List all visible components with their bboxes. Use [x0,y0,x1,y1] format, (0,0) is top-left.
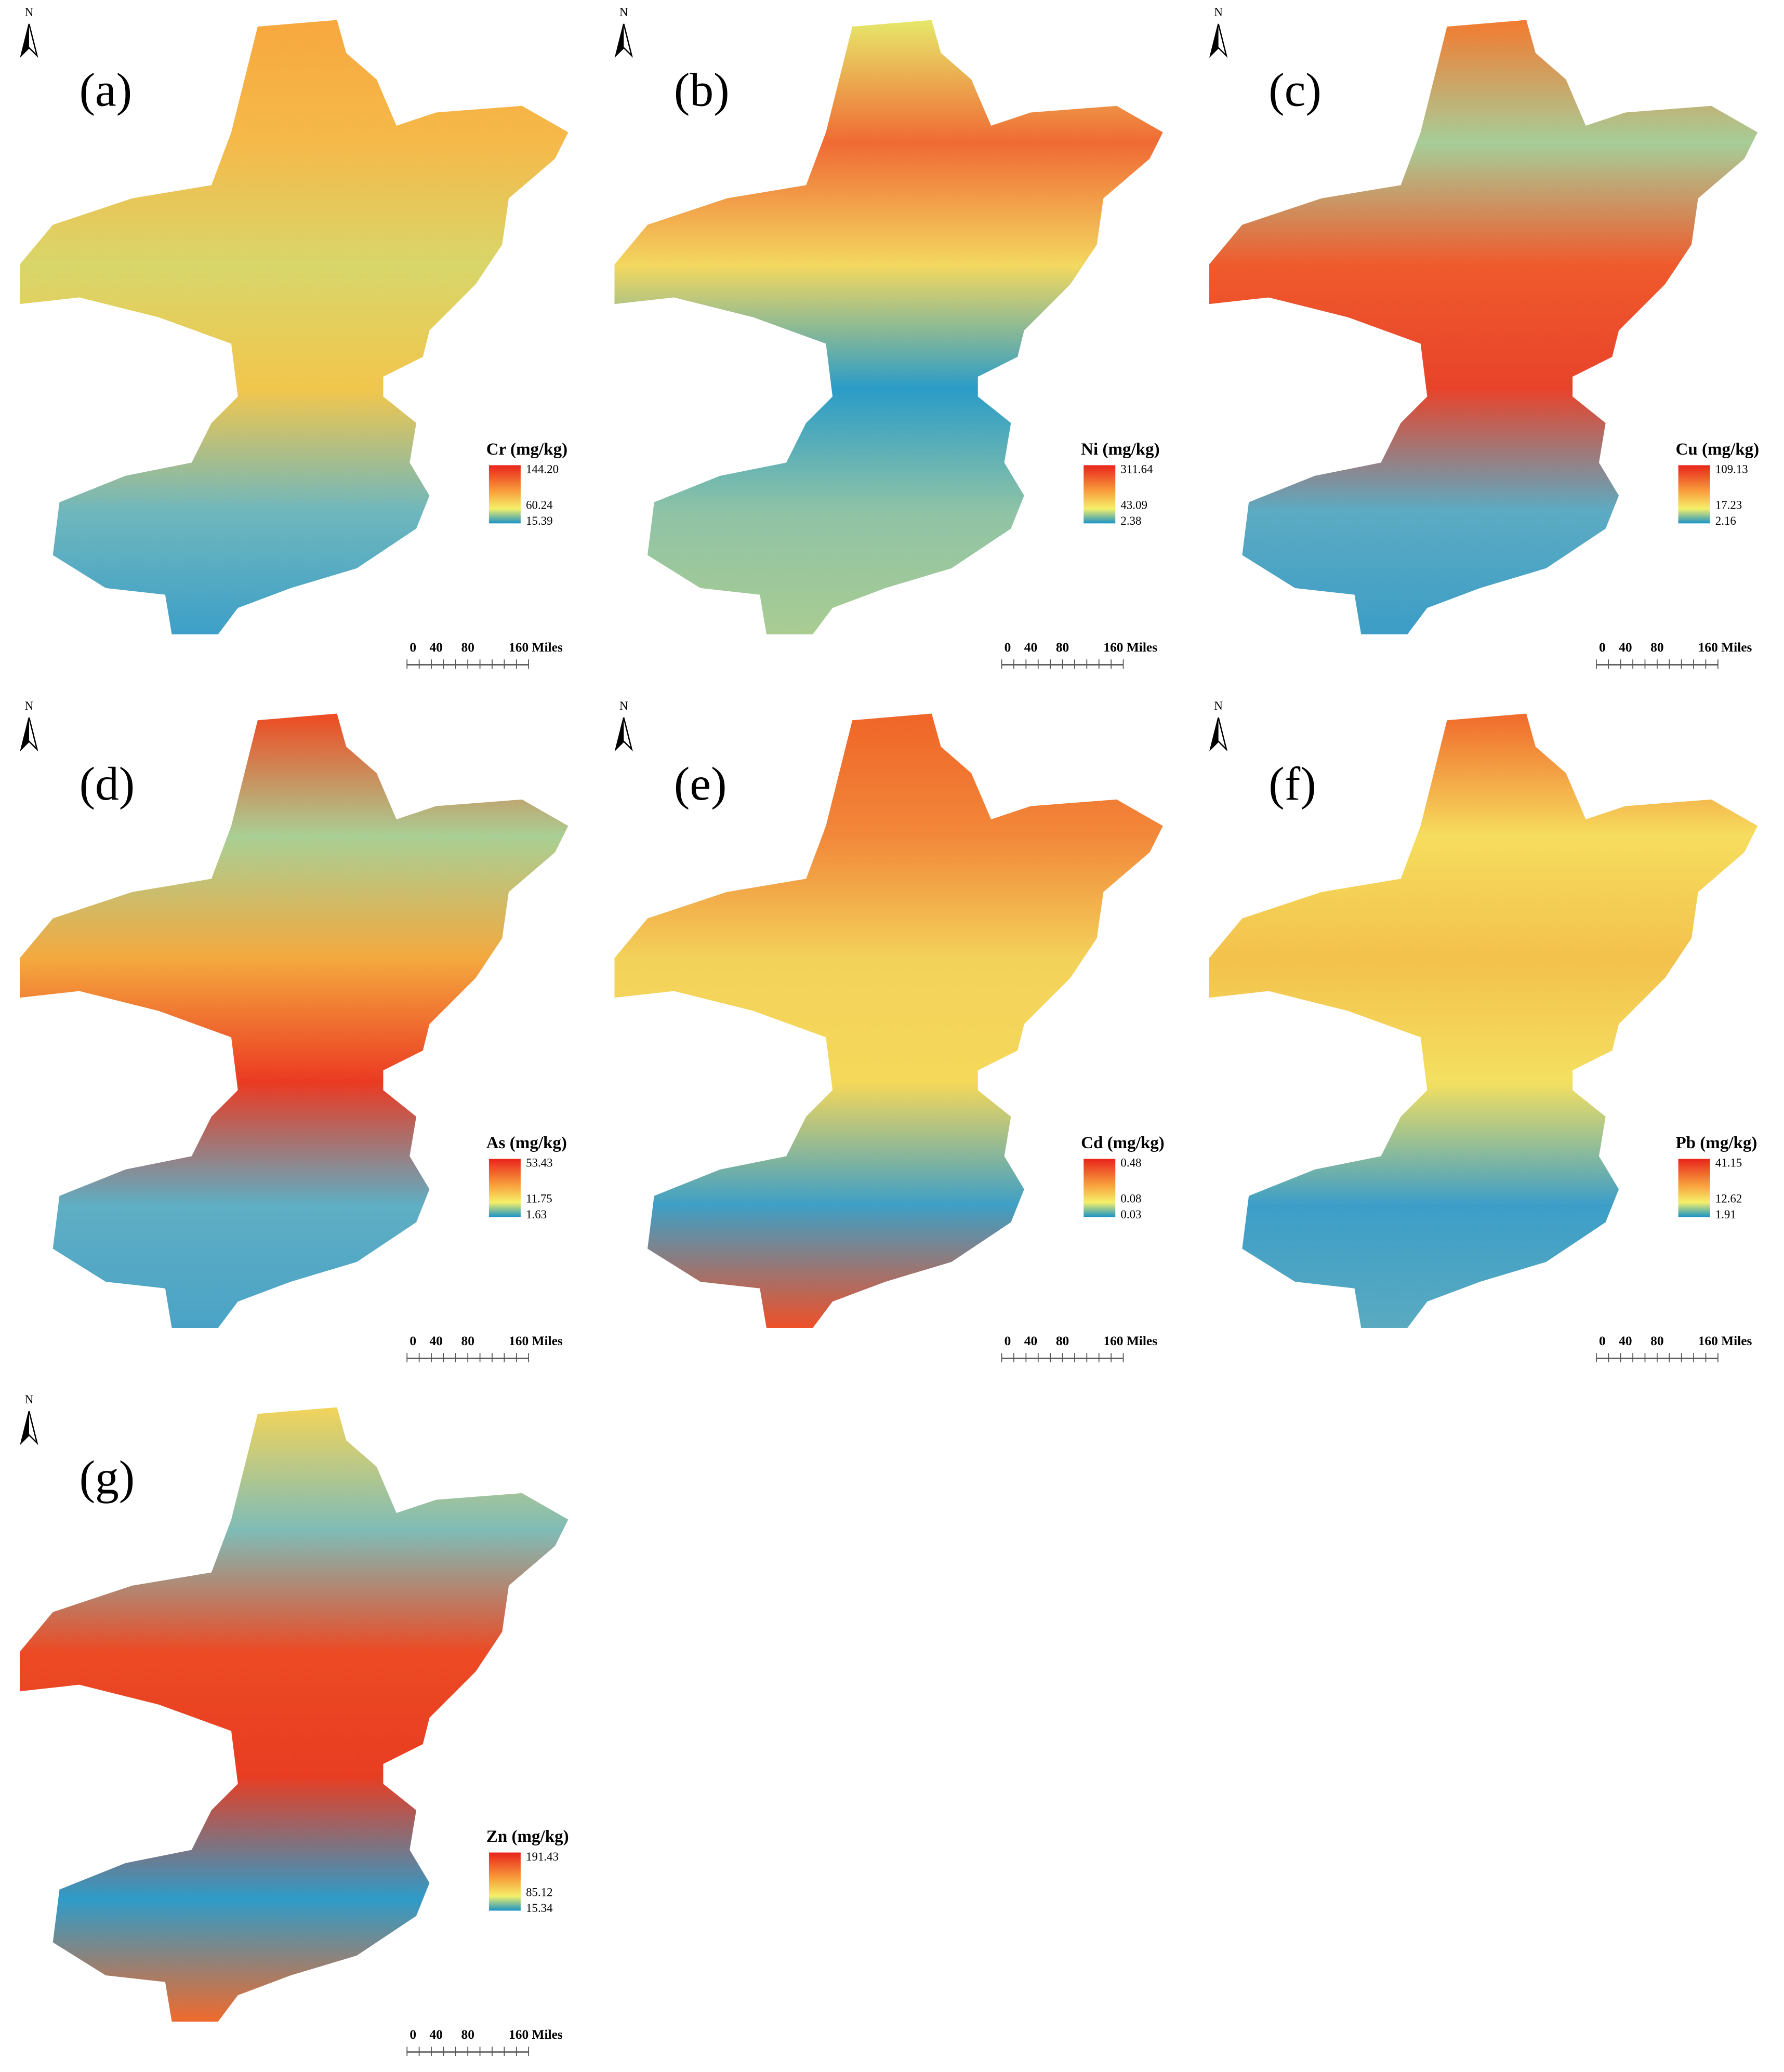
map-panel: N (b) Ni (mg/kg) 311.64 43.09 2.38 0 40 80 160 Mi… [614,6,1163,669]
legend-bar [1678,465,1710,524]
scale-label: 80 [1650,640,1663,655]
scale-label: 80 [1056,640,1069,655]
legend-min: 2.38 [1120,514,1141,527]
map-panel: N (d) As (mg/kg) 53.43 11.75 1.63 0 40 80 160 Mil… [20,699,569,1363]
legend-min: 0.03 [1120,1208,1141,1221]
legend-mid: 0.08 [1120,1192,1141,1205]
scale-label: 40 [1619,640,1632,655]
scale-label: 160 Miles [1103,640,1157,655]
scale-label: 0 [1005,1334,1011,1348]
scale-label: 80 [1650,1334,1663,1348]
scale-label: 80 [1056,1334,1069,1348]
region-map [20,20,569,634]
scale-label: 80 [461,640,474,655]
panel-label: (f) [1268,757,1316,810]
scale-label: 160 Miles [509,640,563,655]
legend-max: 311.64 [1120,463,1153,476]
north-label: N [25,1393,34,1406]
region-map [20,1407,569,2022]
scale-label: 80 [461,2027,474,2042]
scale-label: 0 [409,640,416,655]
scale-label: 40 [429,1334,442,1348]
panel-label: (g) [80,1451,135,1504]
north-label: N [25,699,34,712]
region-map [20,713,569,1328]
legend-mid: 43.09 [1120,498,1147,511]
north-label: N [1214,699,1223,712]
legend-max: 191.43 [526,1850,559,1863]
region-map [614,20,1163,634]
legend-title: Ni (mg/kg) [1081,440,1159,459]
legend-mid: 17.23 [1715,498,1742,511]
legend-min: 15.39 [526,514,552,527]
scale-label: 160 Miles [1698,640,1752,655]
scale-label: 0 [409,2027,416,2042]
scale-label: 0 [1005,640,1011,655]
scale-label: 160 Miles [1103,1334,1157,1348]
legend-max: 144.20 [526,463,559,476]
north-arrow-fill [21,718,29,750]
legend-min: 15.34 [526,1902,553,1915]
scale-label: 0 [409,1334,416,1348]
scale-label: 40 [1024,640,1037,655]
legend-mid: 11.75 [526,1192,552,1205]
legend-title: Cd (mg/kg) [1081,1134,1165,1152]
map-panel: N (e) Cd (mg/kg) 0.48 0.08 0.03 0 40 80 160 Miles [614,699,1165,1363]
panel-label: (e) [674,757,727,810]
north-label: N [619,6,628,19]
north-arrow-fill [21,1411,29,1443]
legend-mid: 12.62 [1715,1192,1742,1205]
legend-bar [488,1852,521,1911]
legend-bar [1678,1159,1710,1217]
legend-bar [1083,1159,1116,1217]
scale-label: 40 [429,2027,442,2042]
legend-title: Cu (mg/kg) [1675,440,1759,459]
legend-title: Pb (mg/kg) [1675,1134,1757,1152]
north-arrow-fill [1210,24,1219,56]
north-arrow-fill [616,24,624,56]
panel-label: (a) [80,63,133,116]
scale-label: 40 [1619,1334,1632,1348]
legend-min: 1.63 [526,1208,547,1221]
legend-title: Zn (mg/kg) [486,1827,569,1846]
panel-label: (d) [80,757,135,810]
scale-label: 160 Miles [509,2027,563,2042]
north-label: N [619,699,628,712]
map-panel: N (c) Cu (mg/kg) 109.13 17.23 2.16 0 40 80 160 Mi… [1209,6,1759,669]
legend-bar [488,465,521,524]
panel-label: (c) [1268,63,1322,116]
legend-title: As (mg/kg) [486,1134,567,1152]
map-panel: N (f) Pb (mg/kg) 41.15 12.62 1.91 0 40 80 160 Mil… [1209,699,1758,1363]
legend-max: 0.48 [1120,1157,1141,1170]
scale-label: 0 [1599,1334,1606,1348]
legend-bar [488,1159,521,1217]
scale-label: 0 [1599,640,1606,655]
panel-label: (b) [674,63,730,116]
scale-label: 40 [429,640,442,655]
north-label: N [1214,6,1223,19]
legend-bar [1083,465,1116,524]
legend-title: Cr (mg/kg) [486,440,567,459]
legend-min: 1.91 [1715,1208,1736,1221]
north-arrow-fill [1210,718,1219,750]
region-map [1209,20,1758,634]
legend-max: 53.43 [526,1157,552,1170]
region-map [614,713,1163,1328]
north-label: N [25,6,34,19]
legend-mid: 60.24 [526,498,553,511]
scale-label: 160 Miles [509,1334,563,1348]
map-panel: N (g) Zn (mg/kg) 191.43 85.12 15.34 0 40 80 160 M… [20,1393,569,2056]
legend-max: 41.15 [1715,1157,1742,1170]
legend-min: 2.16 [1715,514,1736,527]
scale-label: 160 Miles [1698,1334,1752,1348]
region-map [1209,713,1758,1328]
north-arrow-fill [21,24,29,56]
scale-label: 80 [461,1334,474,1348]
scale-label: 40 [1024,1334,1037,1348]
legend-mid: 85.12 [526,1885,552,1898]
legend-max: 109.13 [1715,463,1748,476]
map-panel: N (a) Cr (mg/kg) 144.20 60.24 15.39 0 40 80 160 M… [20,6,569,669]
